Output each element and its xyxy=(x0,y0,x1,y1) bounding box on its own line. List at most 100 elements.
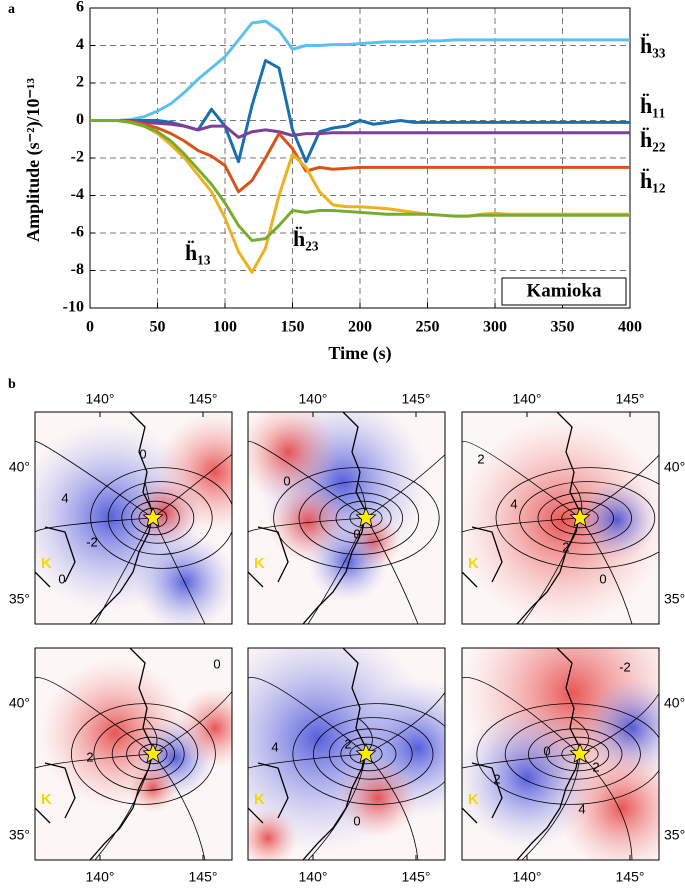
contour-label: 4 xyxy=(271,739,278,754)
lat-label: 35° xyxy=(664,827,685,843)
map-shading xyxy=(557,743,659,860)
contour-line xyxy=(298,481,420,555)
contour-line xyxy=(152,690,232,755)
x-tick-label: 400 xyxy=(618,319,642,336)
contour-label: 0 xyxy=(353,813,360,828)
annotation: Kamioka xyxy=(527,280,602,301)
x-tick-label: 300 xyxy=(483,319,507,336)
lon-label: 140° xyxy=(86,391,115,407)
contour-line xyxy=(340,736,397,772)
lon-label: 140° xyxy=(513,869,542,885)
series-label: ḧ₁₃ xyxy=(185,240,211,265)
contour-line xyxy=(312,717,434,791)
y-tick-label: 6 xyxy=(76,0,84,16)
x-tick-label: 250 xyxy=(416,319,440,336)
lon-label: 145° xyxy=(402,391,431,407)
contour-line xyxy=(292,703,445,805)
map-content: K 2 4 2 0 xyxy=(462,412,659,624)
contour-line xyxy=(579,753,633,860)
map-content: K -2 0 2 2 4 xyxy=(462,648,659,860)
map-panel: K 4 -2 0 0 140° 145° 40° 35° xyxy=(9,391,233,625)
map-frame xyxy=(247,647,446,861)
station-label: K xyxy=(41,791,52,808)
contour-label: 2 xyxy=(592,759,599,774)
line-series xyxy=(90,119,630,194)
epicenter xyxy=(569,506,591,527)
map-shading xyxy=(175,688,232,768)
contour-line xyxy=(579,454,659,519)
contour-line xyxy=(307,753,367,860)
contour-line xyxy=(537,492,632,544)
contour-label: 0 xyxy=(599,571,606,586)
contour-line xyxy=(90,467,232,569)
contour-label: -2 xyxy=(86,534,98,549)
lat-label: 40° xyxy=(664,459,685,475)
map-content: K 4 -2 0 0 xyxy=(35,412,232,624)
contour-line xyxy=(35,517,154,533)
contour-line xyxy=(131,500,180,536)
x-tick-label: 0 xyxy=(86,319,94,336)
lon-label: 140° xyxy=(299,869,328,885)
line-series xyxy=(90,119,630,139)
station-label: K xyxy=(41,555,52,572)
y-tick-label: -10 xyxy=(63,299,84,316)
y-tick-label: 2 xyxy=(76,74,84,91)
annotation-box xyxy=(501,277,627,306)
lat-label: 35° xyxy=(9,591,30,607)
contour-label: 0 xyxy=(213,656,220,671)
contour-line xyxy=(365,753,419,860)
map-panel: K 4 2 0 140° 145° xyxy=(247,647,446,885)
contour-line xyxy=(550,500,614,536)
map-panel: K 0 2 140° 145° 40° 35° xyxy=(9,647,233,885)
contour-line xyxy=(35,753,154,769)
contour-line xyxy=(35,441,154,519)
lat-label: 40° xyxy=(9,459,30,475)
contour-line xyxy=(476,703,659,805)
map-content: K 4 2 0 xyxy=(248,648,445,860)
x-tick-label: 150 xyxy=(281,319,305,336)
contour-label: 0 xyxy=(283,473,290,488)
plot-frame xyxy=(89,7,631,309)
contour-line xyxy=(248,441,367,519)
y-tick-label: -4 xyxy=(71,186,84,203)
lon-label: 145° xyxy=(616,869,645,885)
station-label: K xyxy=(254,555,265,572)
map-shading xyxy=(248,808,298,860)
contour-line xyxy=(111,728,185,780)
map-shading xyxy=(248,412,338,502)
map-frame xyxy=(461,647,660,861)
contour-line xyxy=(152,753,206,860)
epicenter xyxy=(142,742,164,763)
contour-line xyxy=(521,753,581,860)
station-label: K xyxy=(468,555,479,572)
lon-label: 145° xyxy=(189,869,218,885)
contour-line xyxy=(462,517,581,533)
contour-line xyxy=(365,517,419,624)
contour-line xyxy=(579,517,633,624)
x-axis-title: Time (s) xyxy=(328,343,391,364)
station-label: K xyxy=(468,791,479,808)
contour-line xyxy=(93,717,199,791)
contour-label: 2 xyxy=(86,749,93,764)
y-tick-label: -6 xyxy=(71,224,84,241)
contour-label: 0 xyxy=(58,571,65,586)
series-label: ḧ₁₂ xyxy=(640,168,666,193)
contour-line xyxy=(335,500,392,536)
x-tick-label: 350 xyxy=(551,319,575,336)
contour-line xyxy=(248,517,367,533)
contour-line xyxy=(152,453,232,519)
contour-line xyxy=(107,481,213,555)
contour-line xyxy=(365,454,445,519)
contour-line xyxy=(462,753,581,769)
lon-label: 145° xyxy=(616,391,645,407)
epicenter xyxy=(142,506,164,527)
map-shading xyxy=(577,480,657,560)
x-tick-label: 100 xyxy=(213,319,237,336)
contour-line xyxy=(71,703,216,805)
y-axis-title: Amplitude (s⁻²)/10⁻¹³ xyxy=(23,78,44,242)
epicenter xyxy=(355,506,377,527)
lon-label: 145° xyxy=(189,391,218,407)
line-series xyxy=(90,19,630,122)
lon-label: 140° xyxy=(86,869,115,885)
